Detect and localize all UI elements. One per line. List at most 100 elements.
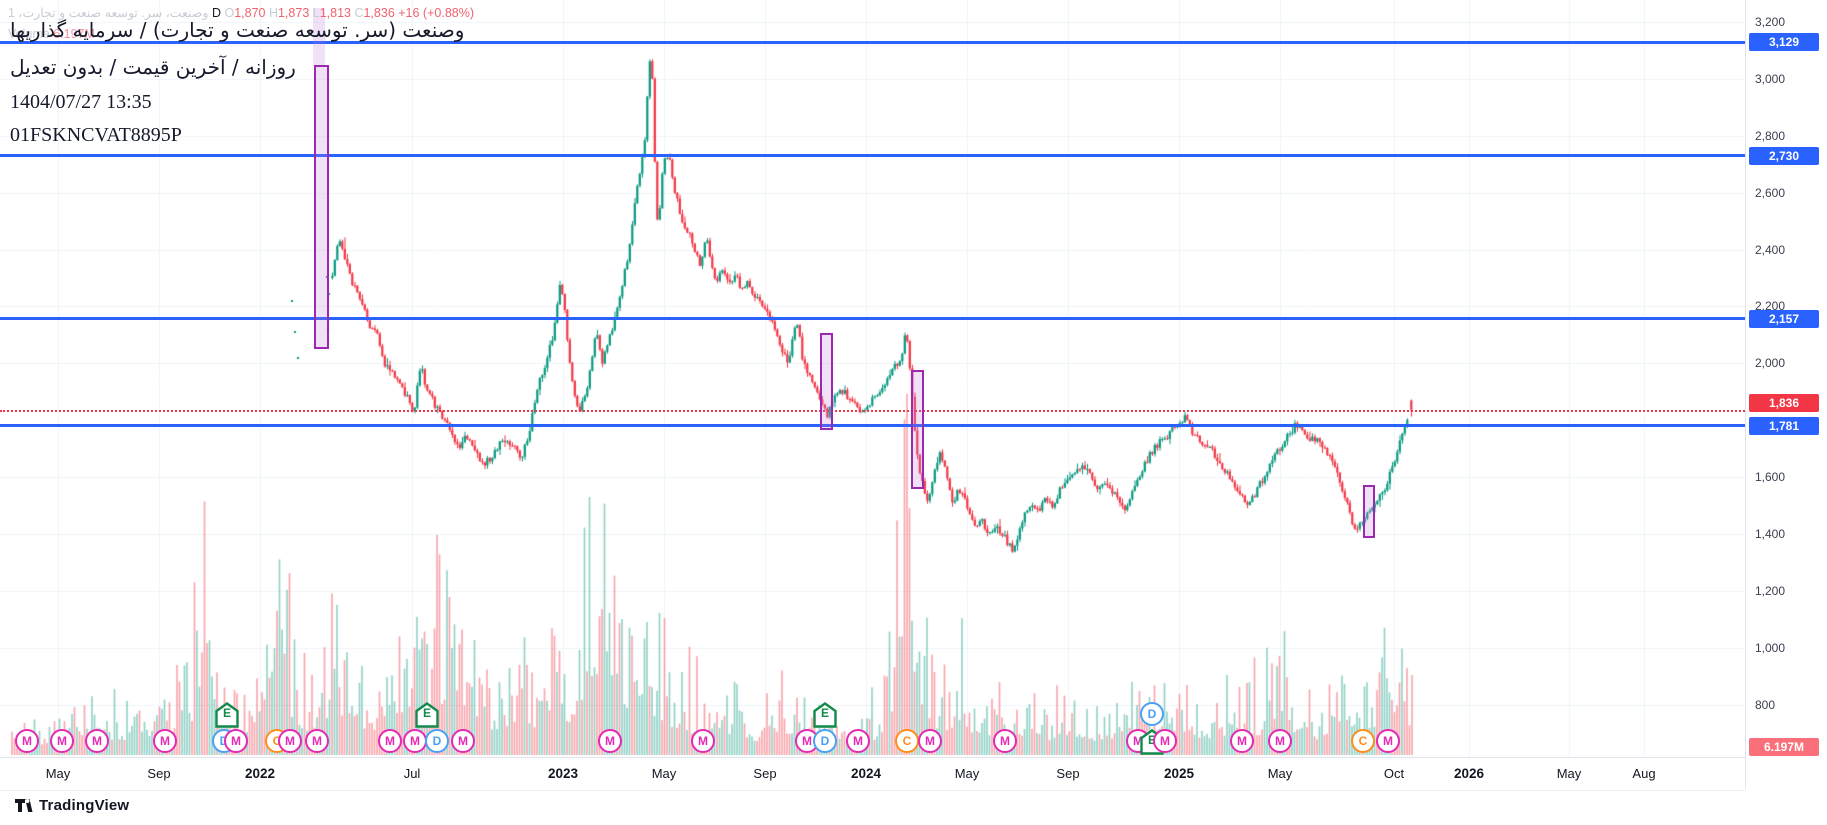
house-badge-icon — [215, 702, 239, 728]
event-marker-M[interactable]: M — [224, 729, 248, 753]
time-axis[interactable]: May Sep 2022 Jul 2023 May Sep 2024 May Sep 2025 May… — [0, 757, 1745, 791]
price-scale[interactable]: 3,200 3,000 2,800 2,600 2,400 2,200 2,000 1,600… — [1745, 0, 1827, 789]
volume-value: 6.197M — [53, 27, 95, 41]
event-marker-M[interactable]: M — [691, 729, 715, 753]
price-tick-label: 2,400 — [1755, 242, 1786, 257]
event-marker-M[interactable]: M — [85, 729, 109, 753]
price-tick-label: 1,200 — [1755, 584, 1786, 599]
event-badge-letter: E — [820, 706, 829, 720]
event-marker-M[interactable]: M — [378, 729, 402, 753]
event-marker-M[interactable]: M — [15, 729, 39, 753]
drawing-rectangle[interactable] — [820, 333, 833, 430]
event-marker-D[interactable]: D — [425, 729, 449, 753]
time-axis-year-label: 2023 — [547, 766, 579, 781]
volume-scale-label: 6.197M — [1749, 738, 1819, 756]
event-badge-letter: E — [222, 706, 231, 720]
event-marker-C[interactable]: C — [895, 729, 919, 753]
drawing-rectangle[interactable] — [313, 8, 325, 66]
symbol-name: وصنعت، سر. توسعه صنعت و تجارت، 1 — [8, 6, 209, 20]
time-axis-month-label: Jul — [403, 766, 421, 781]
event-marker-D[interactable]: D — [813, 729, 837, 753]
last-price-label: 1,836 — [1749, 394, 1819, 413]
event-marker-M[interactable]: M — [846, 729, 870, 753]
event-marker-M[interactable]: M — [278, 729, 302, 753]
event-badge-E[interactable]: E — [415, 702, 439, 728]
price-tick-label: 1,600 — [1755, 470, 1786, 485]
event-badge-letter: E — [1147, 733, 1156, 747]
ohlc-values: O1,870 H1,873 L1,813 C1,836 — [224, 6, 394, 20]
event-marker-C[interactable]: C — [1351, 729, 1375, 753]
event-marker-M[interactable]: M — [1230, 729, 1254, 753]
horizontal-level-line[interactable] — [0, 154, 1745, 158]
ohlc-value: 1,836 — [363, 6, 395, 20]
time-axis-month-label: May — [1267, 766, 1293, 781]
event-marker-M[interactable]: M — [918, 729, 942, 753]
event-marker-M[interactable]: M — [305, 729, 329, 753]
drawing-rectangle[interactable] — [314, 65, 329, 349]
level-price-label: 2,730 — [1749, 146, 1819, 165]
event-marker-M[interactable]: M — [1153, 729, 1177, 753]
time-axis-year-label: 2024 — [850, 766, 882, 781]
level-price-label: 2,157 — [1749, 309, 1819, 328]
tradingview-logo-icon — [15, 799, 33, 812]
event-marker-M[interactable]: M — [153, 729, 177, 753]
interval-label: D — [211, 6, 221, 20]
price-tick-label: 2,600 — [1755, 185, 1786, 200]
event-badge-E[interactable]: E — [215, 702, 239, 728]
time-axis-month-label: Aug — [1632, 766, 1656, 781]
candlestick-canvas — [0, 0, 1745, 757]
ohlc-key: C — [350, 6, 364, 20]
level-price-label: 3,129 — [1749, 33, 1819, 52]
time-axis-year-label: 2022 — [244, 766, 276, 781]
time-axis-year-label: 2025 — [1163, 766, 1195, 781]
price-tick-label: 3,200 — [1755, 14, 1786, 29]
event-marker-M[interactable]: M — [50, 729, 74, 753]
event-marker-D[interactable]: D — [1140, 702, 1164, 726]
event-marker-M[interactable]: M — [403, 729, 427, 753]
event-marker-M[interactable]: M — [598, 729, 622, 753]
ohlc-value: 1,873 — [277, 6, 310, 20]
drawing-rectangle[interactable] — [911, 370, 924, 489]
tradingview-logo[interactable]: TradingView — [14, 796, 129, 815]
time-axis-month-label: Sep — [753, 766, 777, 781]
change-value: +16 (+0.88%) — [398, 6, 474, 20]
horizontal-level-line[interactable] — [0, 424, 1745, 428]
price-tick-label: 800 — [1755, 697, 1776, 712]
time-axis-month-label: May — [954, 766, 980, 781]
price-tick-label: 1,400 — [1755, 527, 1786, 542]
tradingview-logo-text: TradingView — [39, 797, 130, 814]
timestamp-text: 1404/07/27 13:35 — [10, 91, 152, 113]
time-axis-month-label: May — [1556, 766, 1582, 781]
house-badge-icon — [415, 702, 439, 728]
price-tick-label: 2,000 — [1755, 356, 1786, 371]
event-marker-M[interactable]: M — [451, 729, 475, 753]
event-marker-M[interactable]: M — [1268, 729, 1292, 753]
time-axis-month-label: May — [651, 766, 677, 781]
chart-mode-subtitle: روزانه / آخرین قیمت / بدون تعدیل — [10, 55, 296, 79]
event-marker-M[interactable]: M — [993, 729, 1017, 753]
symbol-title: وصنعت (سر. توسعه صنعت و تجارت) / سرمایه … — [10, 18, 465, 42]
price-tick-label: 2,800 — [1755, 128, 1786, 143]
time-axis-month-label: May — [45, 766, 71, 781]
time-axis-month-label: Oct — [1383, 766, 1405, 781]
event-marker-M[interactable]: M — [1376, 729, 1400, 753]
ohlc-key: L — [309, 6, 320, 20]
chart-plot-area[interactable]: MMMMDEMCMMMMEDMMMMEDMCMMDMEMMMCM وصنعت، … — [0, 0, 1745, 757]
volume-label: Volume — [8, 27, 50, 41]
price-tick-label: 1,000 — [1755, 641, 1786, 655]
last-price-line[interactable] — [0, 410, 1745, 413]
identifier-text: 01FSKNCVAT8895P — [10, 124, 182, 146]
volume-legend[interactable]: Volume 6.197M — [8, 27, 95, 41]
time-axis-year-label: 2026 — [1453, 766, 1485, 781]
symbol-legend[interactable]: وصنعت، سر. توسعه صنعت و تجارت، 1 D O1,87… — [8, 5, 474, 20]
horizontal-level-line[interactable] — [0, 40, 1745, 44]
price-tick-label: 3,000 — [1755, 71, 1786, 86]
event-badge-E[interactable]: E — [813, 702, 837, 728]
time-axis-month-label: Sep — [147, 766, 171, 781]
level-price-label: 1,781 — [1749, 416, 1819, 435]
drawing-rectangle[interactable] — [1363, 485, 1375, 538]
ohlc-value: 1,870 — [234, 6, 266, 20]
ohlc-value: 1,813 — [319, 6, 351, 20]
horizontal-level-line[interactable] — [0, 317, 1745, 321]
